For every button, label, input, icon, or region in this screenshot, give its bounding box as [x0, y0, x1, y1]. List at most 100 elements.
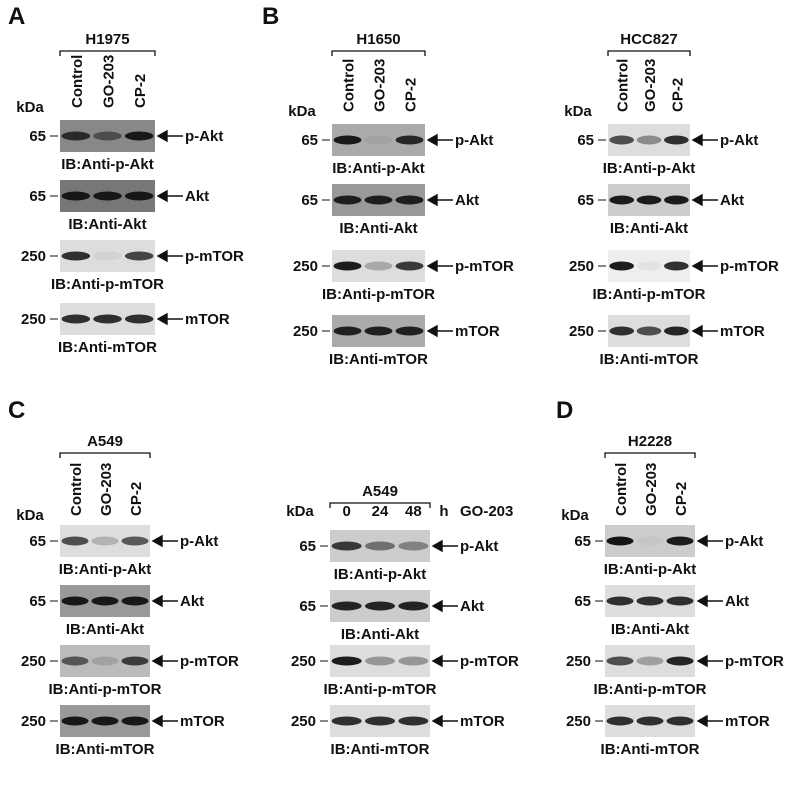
- cell-line: HCC827: [620, 31, 678, 48]
- band: [121, 656, 149, 666]
- antibody-label: IB:Anti-p-Akt: [603, 160, 695, 177]
- lane-label: Control: [69, 55, 86, 108]
- arrow: [426, 324, 453, 338]
- target-label: Akt: [455, 192, 479, 209]
- band: [61, 596, 89, 606]
- arrow: [426, 133, 453, 147]
- arrow: [696, 594, 723, 608]
- band: [333, 326, 362, 336]
- band: [636, 326, 662, 336]
- arrow: [156, 129, 183, 143]
- band: [331, 601, 362, 611]
- time-unit: h: [439, 503, 448, 520]
- antibody-label: IB:Anti-p-mTOR: [48, 681, 161, 698]
- band: [124, 251, 154, 261]
- kda-marker: 250: [566, 653, 591, 670]
- lane-label: 24: [372, 503, 389, 520]
- lane-label: CP-2: [403, 78, 420, 112]
- band: [609, 195, 634, 205]
- antibody-label: IB:Anti-Akt: [66, 621, 144, 638]
- band: [93, 314, 122, 324]
- lane-label: Control: [615, 59, 632, 112]
- band: [606, 596, 634, 606]
- kda-label: kDa: [16, 507, 44, 524]
- band: [609, 135, 634, 145]
- target-label: p-mTOR: [460, 653, 519, 670]
- band: [61, 251, 91, 261]
- band: [636, 716, 664, 726]
- target-label: mTOR: [720, 323, 765, 340]
- kda-marker: 250: [293, 323, 318, 340]
- lane-label: GO-203: [98, 463, 115, 516]
- target-label: p-Akt: [460, 538, 498, 555]
- kda-marker: 250: [569, 258, 594, 275]
- band: [636, 135, 662, 145]
- target-label: Akt: [185, 188, 209, 205]
- kda-label: kDa: [286, 503, 314, 520]
- panel-label: C: [8, 397, 25, 424]
- antibody-label: IB:Anti-Akt: [611, 621, 689, 638]
- kda-marker: 65: [299, 598, 316, 615]
- target-label: p-mTOR: [455, 258, 514, 275]
- band: [398, 716, 429, 726]
- target-label: Akt: [180, 593, 204, 610]
- antibody-label: IB:Anti-Akt: [339, 220, 417, 237]
- band: [121, 536, 149, 546]
- band: [664, 195, 689, 205]
- band: [636, 261, 662, 271]
- target-label: p-mTOR: [180, 653, 239, 670]
- lane-label: GO-203: [101, 55, 118, 108]
- kda-marker: 65: [29, 593, 46, 610]
- lane-label: 48: [405, 503, 422, 520]
- lane-label: CP-2: [128, 482, 145, 516]
- bracket: [607, 50, 691, 56]
- band: [606, 716, 634, 726]
- lane-label: CP-2: [132, 74, 149, 108]
- band: [331, 716, 362, 726]
- arrow: [691, 259, 718, 273]
- band: [636, 596, 664, 606]
- band: [124, 131, 154, 141]
- target-label: mTOR: [185, 311, 230, 328]
- band: [61, 536, 89, 546]
- band: [61, 716, 89, 726]
- antibody-label: IB:Anti-mTOR: [331, 741, 430, 758]
- band: [609, 326, 634, 336]
- antibody-label: IB:Anti-Akt: [610, 220, 688, 237]
- target-label: Akt: [720, 192, 744, 209]
- kda-marker: 65: [29, 128, 46, 145]
- kda-marker: 250: [566, 713, 591, 730]
- band: [395, 195, 424, 205]
- band: [333, 135, 362, 145]
- band: [664, 261, 689, 271]
- antibody-label: IB:Anti-p-Akt: [59, 561, 151, 578]
- band: [91, 656, 119, 666]
- target-label: p-Akt: [720, 132, 758, 149]
- kda-marker: 65: [574, 593, 591, 610]
- kda-marker: 65: [577, 192, 594, 209]
- band: [636, 656, 664, 666]
- band: [666, 596, 694, 606]
- antibody-label: IB:Anti-p-Akt: [61, 156, 153, 173]
- band: [121, 596, 149, 606]
- band: [395, 135, 424, 145]
- arrow: [156, 312, 183, 326]
- band: [124, 314, 154, 324]
- lane-label: 0: [342, 503, 350, 520]
- band: [121, 716, 149, 726]
- bracket: [331, 50, 426, 56]
- arrow: [426, 193, 453, 207]
- antibody-label: IB:Anti-Akt: [341, 626, 419, 643]
- kda-marker: 250: [21, 311, 46, 328]
- arrow: [696, 534, 723, 548]
- kda-marker: 250: [21, 653, 46, 670]
- band: [331, 541, 362, 551]
- arrow: [151, 714, 178, 728]
- treatment: GO-203: [460, 503, 513, 520]
- bracket: [604, 452, 696, 458]
- band: [364, 195, 393, 205]
- arrow: [431, 714, 458, 728]
- antibody-label: IB:Anti-mTOR: [600, 351, 699, 368]
- lane-label: GO-203: [372, 59, 389, 112]
- arrow: [431, 599, 458, 613]
